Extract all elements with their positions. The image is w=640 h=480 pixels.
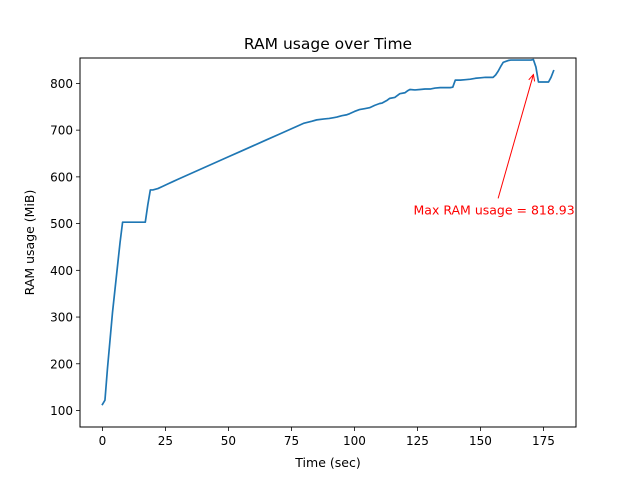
y-axis-label: RAM usage (MiB) xyxy=(22,190,37,296)
axes-frame xyxy=(79,57,577,428)
annotation-arrow-head xyxy=(528,73,536,82)
y-tick-label: 300 xyxy=(50,311,73,325)
y-tick-label: 400 xyxy=(50,264,73,278)
annotation-text: Max RAM usage = 818.93 xyxy=(414,202,575,217)
y-tick-label: 600 xyxy=(50,170,73,184)
annotation-arrow-line xyxy=(497,74,534,199)
x-tick-label: 100 xyxy=(343,434,366,448)
x-axis-ticks: 0 25 50 75 100 125 150 175 xyxy=(99,427,555,448)
chart-title: RAM usage over Time xyxy=(244,35,412,53)
ram-usage-series-line xyxy=(101,58,555,406)
x-tick-label: 75 xyxy=(284,434,299,448)
max-ram-annotation: Max RAM usage = 818.93 xyxy=(414,73,575,217)
y-tick-label: 200 xyxy=(50,357,73,371)
x-tick-label: 50 xyxy=(221,434,236,448)
x-tick-label: 0 xyxy=(99,434,107,448)
y-axis-ticks: 100 200 300 400 500 600 700 800 xyxy=(50,77,80,418)
y-tick-label: 100 xyxy=(50,404,73,418)
x-tick-label: 150 xyxy=(469,434,492,448)
x-tick-label: 25 xyxy=(158,434,173,448)
x-axis-label: Time (sec) xyxy=(294,455,360,470)
y-tick-label: 700 xyxy=(50,124,73,138)
plot-area xyxy=(79,57,577,428)
x-tick-label: 175 xyxy=(532,434,555,448)
x-tick-label: 125 xyxy=(406,434,429,448)
y-tick-label: 500 xyxy=(50,217,73,231)
y-tick-label: 800 xyxy=(50,77,73,91)
